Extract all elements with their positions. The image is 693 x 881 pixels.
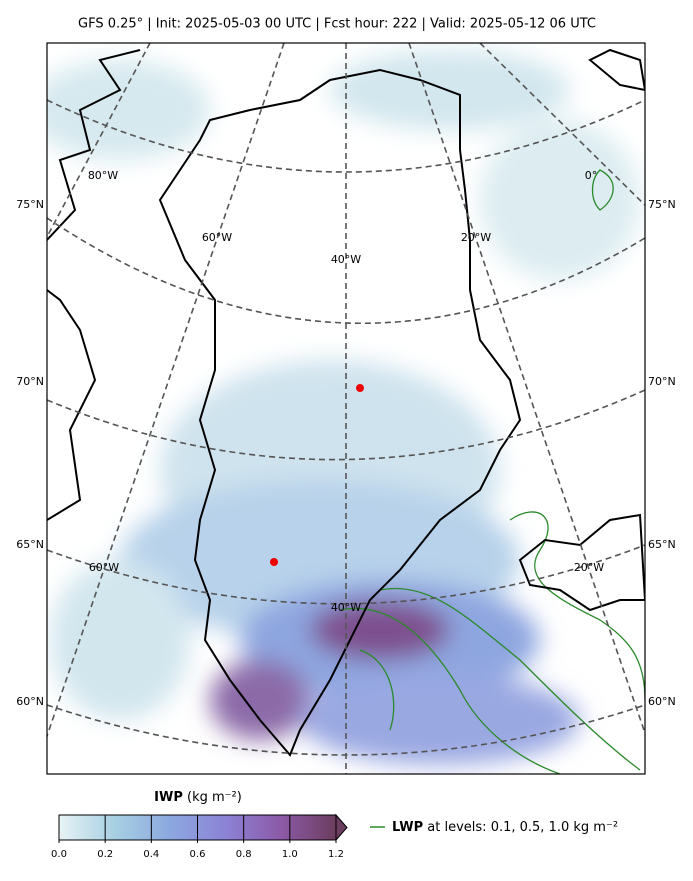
colorbar-tick-label: 1.2 xyxy=(328,849,344,860)
lat-label: 60°N xyxy=(16,695,44,708)
lat-label: 70°N xyxy=(648,375,676,388)
graticule xyxy=(47,43,645,774)
lon-label: 80°W xyxy=(88,169,118,182)
colorbar-tick-label: 1.0 xyxy=(282,849,298,860)
lat-label: 75°N xyxy=(16,198,44,211)
colorbar-tick-label: 0.8 xyxy=(236,849,252,860)
title: GFS 0.25° | Init: 2025-05-03 00 UTC | Fc… xyxy=(78,17,596,32)
lat-label: 75°N xyxy=(648,198,676,211)
lat-label: 70°N xyxy=(16,375,44,388)
colorbar-title: IWP (kg m⁻²) xyxy=(154,790,242,805)
lon-label: 60°W xyxy=(89,561,119,574)
legend: LWP at levels: 0.1, 0.5, 1.0 kg m⁻² xyxy=(392,820,618,835)
marker xyxy=(270,558,278,566)
colorbar-ticks: 0.0 0.2 0.4 0.6 0.8 1.0 1.2 xyxy=(51,815,344,860)
colorbar-tick-label: 0.0 xyxy=(51,849,67,860)
lon-label: 20°W xyxy=(574,561,604,574)
coastlines xyxy=(47,48,645,757)
lat-label: 65°N xyxy=(16,538,44,551)
lat-label: 65°N xyxy=(648,538,676,551)
colorbar-tick-label: 0.4 xyxy=(143,849,159,860)
marker xyxy=(356,384,364,392)
lon-label: 40°W xyxy=(331,601,361,614)
lwp-contours xyxy=(339,169,645,774)
lon-label: 20°W xyxy=(461,231,491,244)
lon-label: 0° xyxy=(585,169,598,182)
legend-label: LWP xyxy=(392,820,423,835)
colorbar-label: IWP xyxy=(154,790,183,805)
map-labels: 75°N 70°N 65°N 60°N 75°N 70°N 65°N 60°N 80°W 0° 60… xyxy=(16,169,675,708)
map xyxy=(47,43,645,774)
lon-label: 40°W xyxy=(331,253,361,266)
legend-text: at levels: 0.1, 0.5, 1.0 kg m⁻² xyxy=(427,820,618,835)
map-frame xyxy=(46,42,646,775)
colorbar-extension xyxy=(335,813,348,842)
lon-label: 60°W xyxy=(202,231,232,244)
lat-label: 60°N xyxy=(648,695,676,708)
colorbar-tick-label: 0.2 xyxy=(97,849,113,860)
colorbar-tick-label: 0.6 xyxy=(190,849,206,860)
colorbar-units: (kg m⁻²) xyxy=(187,790,242,805)
iwp-shading xyxy=(47,50,640,765)
